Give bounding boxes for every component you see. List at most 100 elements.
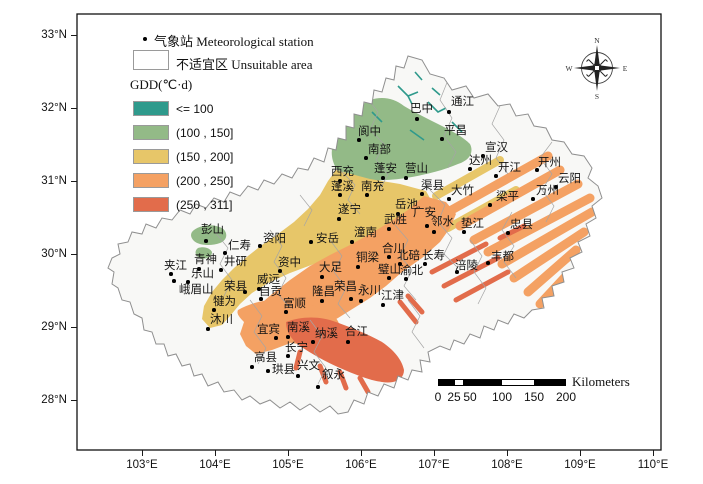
city-label: 长宁 bbox=[285, 342, 308, 354]
city-dot bbox=[274, 336, 278, 340]
city-dot bbox=[425, 224, 429, 228]
city-dot bbox=[219, 268, 223, 272]
city-dot bbox=[531, 197, 535, 201]
x-axis-tick bbox=[360, 450, 362, 456]
city-label: 南溪 bbox=[287, 322, 310, 334]
city-dot bbox=[415, 117, 419, 121]
x-axis-tick-label: 105°E bbox=[272, 459, 304, 471]
city-label: 大竹 bbox=[451, 185, 474, 197]
city-label: 资中 bbox=[278, 257, 301, 269]
city-dot bbox=[488, 203, 492, 207]
city-label: 宣汉 bbox=[485, 142, 508, 154]
city-dot bbox=[432, 230, 436, 234]
city-dot bbox=[486, 261, 490, 265]
city-dot bbox=[349, 297, 353, 301]
scalebar-segment bbox=[533, 380, 565, 385]
city-dot bbox=[447, 110, 451, 114]
city-label: 荣县 bbox=[224, 281, 247, 293]
city-label: 彭山 bbox=[201, 224, 224, 236]
compass-s-label: S bbox=[595, 92, 599, 101]
city-label: 云阳 bbox=[558, 173, 581, 185]
city-dot bbox=[494, 174, 498, 178]
y-axis-tick-label: 29°N bbox=[41, 321, 67, 333]
station-symbol-dot bbox=[143, 37, 147, 41]
city-dot bbox=[387, 227, 391, 231]
unsuitable-swatch bbox=[133, 50, 169, 70]
city-dot bbox=[204, 239, 208, 243]
zone-red-stripes bbox=[293, 223, 527, 395]
city-dot bbox=[447, 197, 451, 201]
city-label: 叙永 bbox=[322, 369, 345, 381]
city-dot bbox=[311, 340, 315, 344]
city-label: 荣昌 bbox=[334, 281, 357, 293]
city-dot bbox=[337, 217, 341, 221]
city-label: 隆昌 bbox=[312, 286, 335, 298]
scalebar-tick-label: 50 bbox=[463, 390, 477, 404]
city-label: 长寿 bbox=[422, 250, 445, 262]
legend-class-swatch bbox=[133, 149, 169, 164]
scalebar-tick-label: 150 bbox=[523, 390, 545, 404]
legend-class-label: (150 , 200] bbox=[176, 150, 234, 164]
city-label: 南充 bbox=[361, 181, 384, 193]
scalebar-tick-label: 0 bbox=[434, 390, 442, 404]
x-axis-tick-label: 104°E bbox=[199, 459, 231, 471]
city-dot bbox=[258, 244, 262, 248]
city-dot bbox=[172, 279, 176, 283]
x-axis-tick-label: 103°E bbox=[126, 459, 158, 471]
city-label: 巴中 bbox=[410, 103, 433, 115]
city-dot bbox=[316, 385, 320, 389]
city-label: 合川 bbox=[382, 243, 405, 255]
city-dot bbox=[250, 365, 254, 369]
y-axis-tick-label: 33°N bbox=[41, 29, 67, 41]
city-dot bbox=[346, 340, 350, 344]
city-dot bbox=[320, 299, 324, 303]
y-axis-tick bbox=[71, 107, 77, 109]
city-dot bbox=[309, 240, 313, 244]
city-label: 合江 bbox=[345, 326, 368, 338]
city-label: 富顺 bbox=[283, 298, 306, 310]
city-dot bbox=[481, 154, 485, 158]
city-label: 营山 bbox=[405, 163, 428, 175]
city-dot bbox=[257, 287, 261, 291]
study-region-outline bbox=[107, 55, 603, 415]
city-dot bbox=[357, 138, 361, 142]
city-label: 渝北 bbox=[400, 265, 423, 277]
scalebar-tick-label: 200 bbox=[555, 390, 577, 404]
city-label: 兴文 bbox=[297, 360, 320, 372]
map-frame bbox=[76, 13, 662, 451]
city-label: 达州 bbox=[469, 155, 492, 167]
city-dot bbox=[398, 262, 402, 266]
x-axis-tick-label: 108°E bbox=[491, 459, 523, 471]
city-dot bbox=[462, 230, 466, 234]
zone-yellow bbox=[202, 170, 432, 328]
city-label: 广安 bbox=[413, 207, 436, 219]
scalebar-segment bbox=[462, 380, 471, 385]
scalebar-tick-label: 100 bbox=[491, 390, 513, 404]
city-label: 珙县 bbox=[272, 364, 295, 376]
city-label: 开江 bbox=[498, 162, 521, 174]
y-axis-tick-label: 32°N bbox=[41, 102, 67, 114]
city-dot bbox=[359, 299, 363, 303]
x-axis-tick bbox=[214, 450, 216, 456]
city-label: 青神 bbox=[194, 254, 217, 266]
city-label: 忠县 bbox=[510, 219, 533, 231]
city-label: 遂宁 bbox=[338, 204, 361, 216]
city-label: 铜梁 bbox=[356, 252, 379, 264]
scalebar-bar bbox=[438, 379, 566, 386]
legend-class-label: <= 100 bbox=[176, 102, 214, 116]
compass-n-label: N bbox=[594, 36, 600, 45]
scalebar-unit-label: Kilometers bbox=[572, 374, 630, 389]
city-label: 仁寿 bbox=[228, 240, 251, 252]
city-dot bbox=[286, 335, 290, 339]
city-dot bbox=[387, 255, 391, 259]
city-label: 自贡 bbox=[259, 286, 282, 298]
zone-green-west bbox=[191, 225, 227, 259]
city-label: 井研 bbox=[224, 256, 247, 268]
city-label: 平昌 bbox=[444, 125, 467, 137]
x-axis-tick-label: 106°E bbox=[345, 459, 377, 471]
city-label: 南部 bbox=[368, 144, 391, 156]
city-label: 渠县 bbox=[421, 180, 444, 192]
city-dot bbox=[338, 179, 342, 183]
legend-class-swatch bbox=[133, 197, 169, 212]
city-dot bbox=[266, 369, 270, 373]
